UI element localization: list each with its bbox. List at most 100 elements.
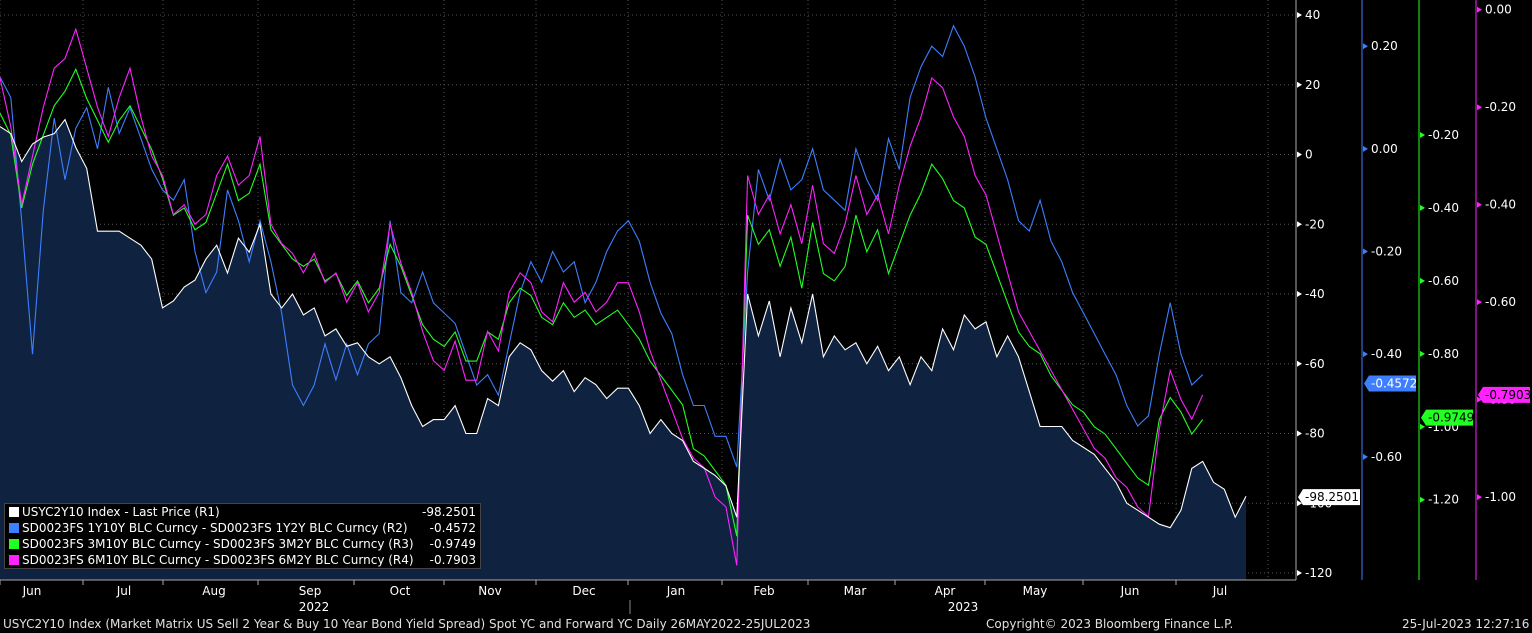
legend-value: -0.7903: [429, 553, 476, 567]
tick-marker-r3: [1420, 423, 1425, 430]
tick-marker-r4: [1477, 396, 1482, 403]
tick-marker-r1: [1297, 221, 1302, 228]
legend-value: -0.9749: [429, 537, 476, 551]
tick-label-r4: -1.00: [1485, 490, 1516, 504]
x-tick-label: May: [1023, 584, 1048, 598]
tick-marker-r1: [1297, 12, 1302, 18]
tick-label-r2: -0.40: [1371, 347, 1402, 361]
tick-label-r4: -0.20: [1485, 100, 1516, 114]
tick-marker-r3: [1420, 496, 1425, 503]
x-tick-label: Feb: [753, 584, 774, 598]
tick-marker-r1: [1297, 151, 1302, 158]
tick-marker-r4: [1477, 299, 1482, 306]
tick-marker-r3: [1420, 204, 1425, 211]
x-tick-label: Dec: [572, 584, 595, 598]
tick-label-r2: 0.20: [1371, 39, 1398, 53]
tick-marker-r2: [1363, 351, 1368, 358]
tick-marker-r4: [1477, 494, 1482, 501]
tick-label-r4: 0.00: [1485, 3, 1512, 17]
tick-marker-r1: [1297, 500, 1302, 507]
last-value-label: -0.9749: [1428, 411, 1474, 425]
x-tick-label: Oct: [390, 584, 411, 598]
x-tick-label: Sep: [299, 584, 322, 598]
tick-marker-r2: [1363, 43, 1368, 50]
legend-label: USYC2Y10 Index - Last Price (R1): [22, 505, 220, 519]
tick-label-r1: -120: [1305, 566, 1332, 580]
tick-marker-r1: [1297, 430, 1302, 437]
footer-description: USYC2Y10 Index (Market Matrix US Sell 2 …: [3, 617, 811, 631]
tick-label-r1: 20: [1305, 78, 1320, 92]
last-value-label: -98.2501: [1305, 490, 1359, 504]
legend-entry-r2: SD0023FS 1Y10Y BLC Curncy - SD0023FS 1Y2…: [5, 520, 480, 536]
x-tick-label: Apr: [935, 584, 956, 598]
tick-marker-r3: [1420, 277, 1425, 284]
x-tick-label: Jan: [666, 584, 686, 598]
series-line-3m10y-3m2y: [0, 67, 1204, 537]
footer-bar: USYC2Y10 Index (Market Matrix US Sell 2 …: [0, 614, 1532, 633]
tick-label-r2: -0.20: [1371, 245, 1402, 259]
tick-label-r1: -20: [1305, 217, 1325, 231]
footer-timestamp: 25-Jul-2023 12:27:16: [1402, 617, 1530, 631]
legend-entry-r1: USYC2Y10 Index - Last Price (R1) -98.250…: [5, 504, 480, 520]
chart-svg: Jun Jul Aug Sep Oct Nov Dec Jan Feb Mar Apr May Jun J…: [0, 0, 1531, 614]
x-year-label: 2022: [299, 600, 330, 614]
tick-label-r1: 40: [1305, 8, 1320, 22]
tick-label-r1: -40: [1305, 287, 1325, 301]
last-value-tag: [1298, 489, 1360, 506]
legend-label: SD0023FS 3M10Y BLC Curncy - SD0023FS 3M2…: [22, 537, 414, 551]
tick-label-r1: -60: [1305, 357, 1325, 371]
tick-label-r2: -0.60: [1371, 450, 1402, 464]
tick-label-r3: -1.20: [1428, 493, 1459, 507]
tick-marker-r4: [1477, 201, 1482, 208]
legend-swatch-green: [9, 539, 19, 549]
legend-value: -0.4572: [429, 521, 476, 535]
series-line-usyc2y10: [0, 118, 1247, 529]
legend-entry-r4: SD0023FS 6M10Y BLC Curncy - SD0023FS 6M2…: [5, 552, 480, 568]
footer-copyright: Copyright© 2023 Bloomberg Finance L.P.: [986, 617, 1234, 631]
last-value-tag: [1478, 386, 1530, 403]
tick-marker-r2: [1363, 145, 1368, 152]
legend-label: SD0023FS 6M10Y BLC Curncy - SD0023FS 6M2…: [22, 553, 414, 567]
tick-label-r3: -0.60: [1428, 274, 1459, 288]
tick-marker-r4: [1477, 104, 1482, 111]
tick-label-r1: 0: [1305, 148, 1313, 162]
tick-label-r4: -0.40: [1485, 198, 1516, 212]
legend-label: SD0023FS 1Y10Y BLC Curncy - SD0023FS 1Y2…: [22, 521, 408, 535]
last-value-label: -0.7903: [1485, 388, 1531, 402]
last-value-label: -0.4572: [1371, 377, 1417, 391]
x-year-label: 2023: [948, 600, 979, 614]
tick-marker-r1: [1297, 570, 1302, 576]
legend-swatch-magenta: [9, 555, 19, 565]
tick-label-r3: -0.20: [1428, 128, 1459, 142]
tick-label-r1: -80: [1305, 427, 1325, 441]
tick-marker-r3: [1420, 131, 1425, 138]
tick-label-r3: -0.80: [1428, 347, 1459, 361]
tick-marker-r4: [1477, 6, 1482, 13]
chart-legend: USYC2Y10 Index - Last Price (R1) -98.250…: [4, 503, 481, 569]
series-line-6m10y-6m2y: [0, 27, 1204, 566]
series-area-usyc2y10: [0, 119, 1246, 580]
last-value-tag: [1421, 409, 1473, 426]
tick-label-r3: -0.40: [1428, 201, 1459, 215]
legend-entry-r3: SD0023FS 3M10Y BLC Curncy - SD0023FS 3M2…: [5, 536, 480, 552]
last-value-tag: [1364, 375, 1416, 392]
tick-label-r2: 0.00: [1371, 142, 1398, 156]
series-line-1y10y-1y2y: [0, 24, 1204, 468]
tick-marker-r3: [1420, 350, 1425, 357]
tick-marker-r2: [1363, 453, 1368, 460]
tick-marker-r2: [1363, 248, 1368, 255]
x-tick-label: Mar: [844, 584, 867, 598]
tick-label-r4: -0.60: [1485, 295, 1516, 309]
legend-swatch-white: [9, 507, 19, 517]
legend-value: -98.2501: [422, 505, 476, 519]
x-tick-label: Jul: [116, 584, 131, 598]
legend-swatch-blue: [9, 523, 19, 533]
x-tick-label: Jul: [1212, 584, 1227, 598]
x-tick-label: Jun: [22, 584, 42, 598]
tick-marker-r1: [1297, 81, 1302, 88]
x-tick-label: Jun: [1120, 584, 1140, 598]
x-tick-label: Nov: [478, 584, 501, 598]
x-tick-label: Aug: [202, 584, 225, 598]
tick-marker-r1: [1297, 360, 1302, 367]
